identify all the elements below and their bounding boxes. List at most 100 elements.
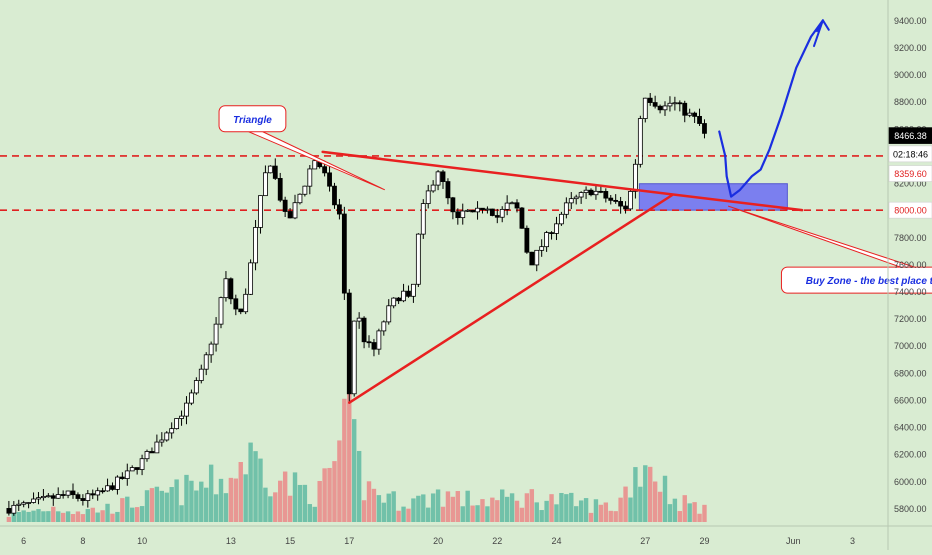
candle-body [504, 202, 510, 210]
volume-bar [371, 488, 377, 522]
candle-body [662, 105, 668, 111]
candle-body [312, 160, 318, 170]
candle-body [480, 207, 485, 211]
candle-body [105, 485, 110, 492]
candle-body [174, 418, 180, 430]
candle-body [430, 184, 436, 192]
time-tick-label: 15 [285, 536, 295, 546]
candle-body [559, 213, 564, 225]
candle-body [692, 112, 698, 117]
candle-body [376, 330, 382, 350]
candle-body [514, 202, 520, 209]
price-tick-label: 9200.00 [894, 43, 927, 53]
volume-bar [139, 506, 145, 522]
price-tick-label: 7000.00 [894, 341, 927, 351]
price-tag-box [888, 165, 932, 182]
candle-body [578, 192, 584, 198]
candle-body [26, 502, 32, 504]
volume-bar [31, 510, 36, 522]
candle-body [583, 189, 589, 193]
candle-body [465, 209, 471, 212]
candle-body [628, 191, 633, 210]
volume-bar [100, 510, 105, 522]
price-tick-label: 9400.00 [894, 16, 927, 26]
candle-body [243, 293, 249, 313]
volume-bar [578, 500, 584, 522]
volume-bar [490, 497, 495, 522]
candle-body [203, 354, 209, 370]
volume-bar [21, 510, 26, 522]
candle-body [129, 467, 135, 472]
volume-bar [204, 487, 209, 522]
candle-body [110, 485, 115, 490]
candle-body [539, 246, 545, 251]
candle-body [223, 278, 229, 299]
volume-bar [386, 493, 391, 522]
candle-body [248, 262, 254, 295]
volume-bar [608, 510, 613, 522]
triangle-lower-line [348, 193, 674, 404]
candle-body [549, 232, 554, 234]
candle-body [568, 198, 574, 204]
price-axis: 5800.00 6000.00 6200.00 6400.00 6600.00 6800.… [887, 0, 932, 550]
volume-bar [702, 504, 707, 522]
candle-body [475, 207, 480, 213]
price-tick-label: 8800.00 [894, 97, 927, 107]
price-tick-label: 8200.00 [894, 179, 927, 189]
price-tick-label: 7400.00 [894, 287, 927, 297]
volume-bar [391, 491, 396, 522]
price-tick-label: 7600.00 [894, 260, 927, 270]
candle-body [411, 283, 416, 297]
volume-bar [287, 495, 293, 522]
trendline-layer [321, 150, 804, 404]
candle-body [277, 178, 283, 201]
volume-bar [514, 500, 520, 522]
volume-bar [361, 500, 367, 522]
projection-arrowhead [813, 19, 830, 48]
volume-bar [258, 458, 263, 522]
candle-body [460, 210, 466, 219]
price-tick-label: 6000.00 [894, 477, 927, 487]
candle-body [95, 490, 101, 496]
candle-body [115, 476, 120, 490]
volume-bar [105, 503, 110, 522]
candle-body [119, 476, 125, 479]
volume-bar [500, 489, 505, 522]
volume-bar [401, 506, 406, 522]
candle-body [623, 205, 628, 210]
volume-bar [366, 481, 372, 522]
candle-body [563, 202, 569, 215]
volume-bar [307, 504, 313, 522]
volume-bar [534, 502, 539, 522]
volume-bar [613, 511, 618, 522]
candle-body [263, 172, 268, 197]
candle-body [455, 211, 461, 219]
volume-bar [36, 509, 41, 522]
candle-body [509, 202, 515, 205]
volume-bar [638, 486, 643, 522]
volume-bar [406, 508, 411, 522]
candle-body [450, 197, 456, 213]
candle-body [593, 190, 599, 196]
projection-layer [718, 19, 830, 198]
volume-bar [297, 484, 303, 522]
candle-body [179, 415, 184, 419]
candle-body [573, 196, 579, 200]
volume-bar [544, 500, 549, 522]
volume-bar [125, 496, 130, 522]
volume-bar [697, 513, 702, 522]
candle-body [159, 439, 165, 443]
volume-bar [11, 511, 17, 522]
candle-body [253, 227, 258, 264]
candle-body [213, 323, 219, 345]
time-tick-label: 8 [80, 536, 85, 546]
volume-bar [588, 512, 594, 522]
volume-bar [426, 507, 431, 522]
candle-body [637, 118, 643, 165]
candle-body [702, 123, 707, 134]
price-tag-label: 8359.60 [894, 169, 927, 179]
candle-body [642, 97, 648, 119]
candle-body [470, 209, 476, 213]
